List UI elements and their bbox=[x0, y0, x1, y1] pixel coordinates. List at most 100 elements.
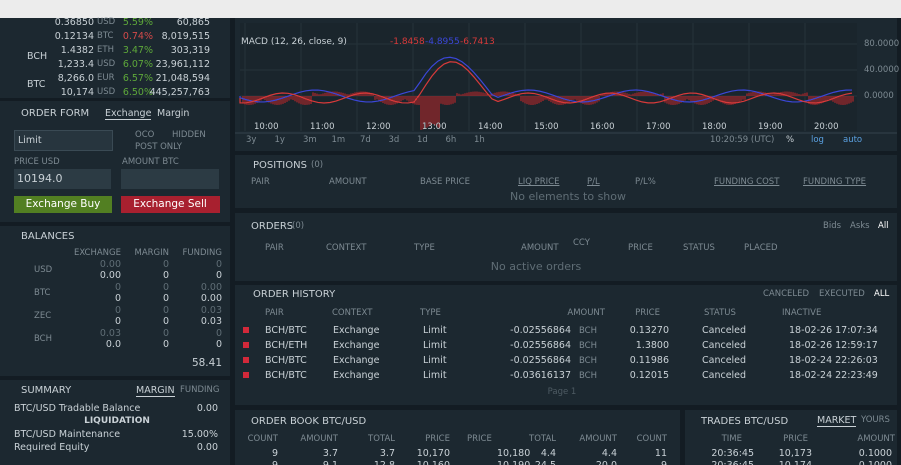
scale-option[interactable]: log bbox=[811, 135, 824, 145]
trade-cell: 0.1000 bbox=[858, 448, 892, 459]
macd-chart bbox=[235, 23, 897, 134]
x-axis-label: 13:00 bbox=[422, 122, 447, 132]
balance: 0 bbox=[114, 305, 121, 316]
buy-button[interactable] bbox=[14, 196, 112, 213]
x-axis-label: 19:00 bbox=[758, 122, 783, 132]
column-header: INACTIVE bbox=[782, 308, 822, 318]
summary-value: 15.00% bbox=[181, 429, 218, 440]
balance: 0 bbox=[162, 339, 169, 350]
status: Canceled bbox=[702, 325, 747, 336]
tab[interactable]: EXECUTED bbox=[819, 289, 865, 299]
tab[interactable]: ALL bbox=[874, 289, 890, 299]
tab[interactable]: MARGIN bbox=[136, 385, 175, 397]
book-cell: 10,180 bbox=[497, 448, 531, 459]
ticker-currency: EUR bbox=[97, 73, 115, 83]
ticker-change: 6.07% bbox=[122, 59, 153, 70]
price: 0.13270 bbox=[629, 325, 669, 336]
summary-section: LIQUIDATION bbox=[84, 416, 150, 426]
panel-title: ORDER HISTORY bbox=[253, 289, 336, 300]
trade-cell: 20:36:45 bbox=[711, 460, 754, 465]
currency: USD bbox=[34, 265, 53, 275]
orders-panel bbox=[235, 213, 897, 281]
x-axis-label: 20:00 bbox=[814, 122, 839, 132]
tab[interactable]: FUNDING bbox=[180, 385, 220, 395]
tab[interactable]: Margin bbox=[157, 108, 190, 119]
price: 1.3800 bbox=[635, 340, 669, 351]
timeframe[interactable]: 6h bbox=[445, 135, 457, 145]
column-header: STATUS bbox=[704, 308, 736, 318]
trade-cell: 0.1000 bbox=[859, 460, 892, 465]
currency: ZEC bbox=[34, 311, 52, 321]
order-type-select[interactable] bbox=[14, 130, 113, 151]
sell-button[interactable] bbox=[121, 196, 220, 213]
balance: 0.03 bbox=[200, 305, 222, 316]
signal-line bbox=[239, 61, 853, 104]
checkbox-label[interactable]: OCO bbox=[135, 130, 155, 140]
tab[interactable]: Exchange bbox=[105, 108, 152, 120]
timeframe[interactable]: 7d bbox=[360, 135, 371, 145]
panel-title: ORDER BOOK BTC/USD bbox=[251, 416, 367, 427]
scale-option[interactable]: % bbox=[786, 135, 795, 145]
book-cell: 3.7 bbox=[379, 448, 395, 459]
checkbox-label[interactable]: HIDDEN bbox=[172, 130, 206, 140]
count: (0) bbox=[292, 221, 305, 231]
x-axis-label: 12:00 bbox=[366, 122, 391, 132]
sell-label[interactable]: Exchange Sell bbox=[133, 198, 207, 210]
status: Canceled bbox=[702, 355, 747, 366]
tab[interactable]: All bbox=[878, 221, 889, 231]
scale-option[interactable]: auto bbox=[843, 135, 863, 145]
column-header: AMOUNT bbox=[521, 243, 559, 253]
column-header: P/L bbox=[587, 177, 600, 187]
book-cell: 20.0 bbox=[596, 460, 617, 465]
amount-input[interactable] bbox=[121, 169, 219, 189]
plot-area bbox=[240, 23, 857, 131]
ticker-price: 0.12134 bbox=[54, 31, 94, 42]
order-type[interactable]: Limit bbox=[18, 135, 42, 146]
ticker-price: 1.4382 bbox=[60, 45, 94, 56]
checkbox-label[interactable]: POST ONLY bbox=[135, 142, 182, 152]
timeframe[interactable]: 3m bbox=[303, 135, 317, 145]
price-input[interactable] bbox=[14, 169, 111, 189]
tab[interactable]: MARKET bbox=[817, 415, 857, 427]
tab[interactable]: CANCELED bbox=[763, 289, 810, 299]
balance: 0 bbox=[162, 270, 169, 281]
column-header: FUNDING bbox=[182, 248, 222, 258]
column-header: P/L% bbox=[635, 177, 656, 187]
column-header: PRICE bbox=[425, 434, 450, 444]
date: 18-02-24 22:23:49 bbox=[789, 370, 878, 381]
status: Canceled bbox=[702, 370, 747, 381]
tab[interactable]: Asks bbox=[850, 221, 870, 231]
amount: -0.02556864 bbox=[510, 325, 571, 336]
currency: BCH bbox=[34, 334, 53, 344]
timeframe[interactable]: 3d bbox=[388, 135, 400, 145]
balance: 0.03 bbox=[200, 316, 222, 327]
timeframe[interactable]: 1y bbox=[274, 135, 285, 145]
balance: 0.0 bbox=[105, 339, 121, 350]
balance: 0 bbox=[215, 339, 222, 350]
timeframe[interactable]: 1d bbox=[417, 135, 428, 145]
book-cell: 4.4 bbox=[540, 448, 556, 459]
column-header: PRICE bbox=[628, 243, 653, 253]
tab[interactable]: Bids bbox=[823, 221, 842, 231]
buy-label[interactable]: Exchange Buy bbox=[25, 198, 101, 210]
empty-message: No active orders bbox=[490, 260, 582, 273]
y-axis-label: 0.0000 bbox=[864, 91, 894, 101]
timeframe[interactable]: 3y bbox=[246, 135, 257, 145]
column-header: AMOUNT bbox=[300, 434, 338, 444]
field-label: AMOUNT BTC bbox=[122, 157, 179, 167]
column-header: PLACED bbox=[744, 243, 778, 253]
timeframe[interactable]: 1m bbox=[331, 135, 346, 145]
empty-message: No elements to show bbox=[509, 190, 626, 203]
trade-cell: 20:36:45 bbox=[711, 448, 754, 459]
book-cell: 24.5 bbox=[535, 460, 556, 465]
reading: -6.7413 bbox=[460, 37, 495, 47]
ticker-volume: 21,048,594 bbox=[155, 73, 210, 84]
date: 18-02-24 22:26:03 bbox=[789, 355, 878, 366]
currency: BCH bbox=[579, 356, 598, 366]
timeframe[interactable]: 1h bbox=[474, 135, 485, 145]
field-label: PRICE USD bbox=[14, 157, 60, 167]
panel-title: POSITIONS bbox=[253, 160, 307, 171]
ticker-change: 5.59% bbox=[122, 17, 153, 28]
tab[interactable]: YOURS bbox=[861, 415, 890, 425]
currency: BCH bbox=[579, 371, 598, 381]
